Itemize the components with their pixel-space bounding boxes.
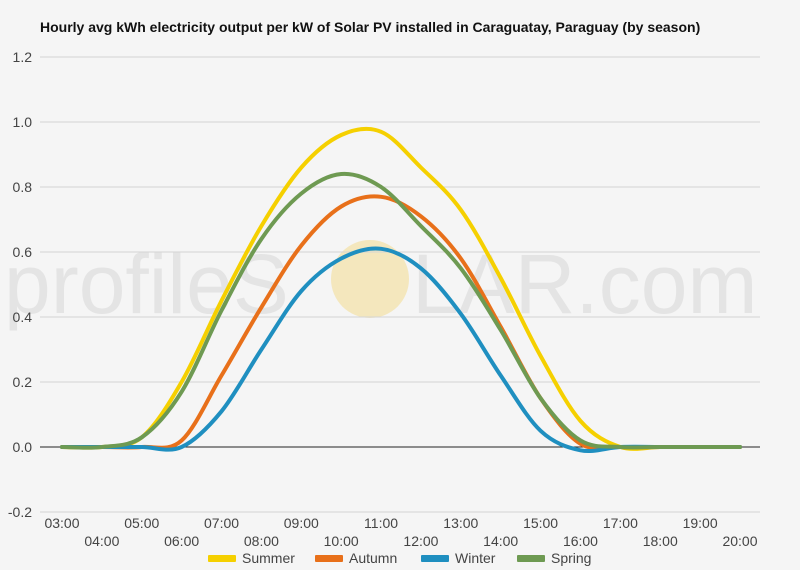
- y-tick-label: 0.8: [13, 179, 33, 195]
- x-tick-label: 09:00: [284, 515, 319, 531]
- legend-swatch-spring: [517, 555, 545, 562]
- x-tick-label: 10:00: [324, 533, 359, 549]
- legend-label-autumn: Autumn: [349, 550, 397, 566]
- x-tick-label: 20:00: [722, 533, 757, 549]
- y-axis: -0.2 0.0 0.2 0.4 0.6 0.8 1.0 1.2: [8, 49, 32, 520]
- x-tick-label: 13:00: [443, 515, 478, 531]
- x-tick-label: 15:00: [523, 515, 558, 531]
- x-tick-label: 07:00: [204, 515, 239, 531]
- x-tick-label: 16:00: [563, 533, 598, 549]
- y-tick-label: 0.2: [13, 374, 33, 390]
- x-axis: 03:00 04:00 05:00 06:00 07:00 08:00 09:00 10:00…: [44, 515, 757, 549]
- legend-swatch-summer: [208, 555, 236, 562]
- x-tick-label: 04:00: [84, 533, 119, 549]
- watermark-text-left: profileS: [4, 237, 289, 331]
- x-tick-label: 19:00: [683, 515, 718, 531]
- legend: Summer Autumn Winter Spring: [208, 550, 591, 566]
- legend-label-winter: Winter: [455, 550, 496, 566]
- x-tick-label: 08:00: [244, 533, 279, 549]
- y-tick-label: 0.4: [13, 309, 33, 325]
- y-tick-label: 0.6: [13, 244, 33, 260]
- series-line-spring: [60, 171, 742, 450]
- legend-swatch-winter: [421, 555, 449, 562]
- x-tick-label: 12:00: [403, 533, 438, 549]
- x-tick-label: 17:00: [603, 515, 638, 531]
- y-tick-label: 1.0: [13, 114, 33, 130]
- y-tick-label: -0.2: [8, 504, 32, 520]
- x-tick-label: 03:00: [44, 515, 79, 531]
- y-tick-label: 1.2: [13, 49, 33, 65]
- legend-swatch-autumn: [315, 555, 343, 562]
- watermark-sun-icon: [331, 240, 409, 318]
- chart-title: Hourly avg kWh electricity output per kW…: [40, 19, 701, 35]
- x-tick-label: 05:00: [124, 515, 159, 531]
- x-tick-label: 06:00: [164, 533, 199, 549]
- legend-label-summer: Summer: [242, 550, 295, 566]
- x-tick-label: 18:00: [643, 533, 678, 549]
- series-lines: [60, 126, 742, 453]
- y-tick-label: 0.0: [13, 439, 33, 455]
- watermark: profileS LAR.com: [4, 237, 757, 331]
- x-tick-label: 11:00: [364, 515, 398, 531]
- x-tick-label: 14:00: [483, 533, 518, 549]
- legend-label-spring: Spring: [551, 550, 591, 566]
